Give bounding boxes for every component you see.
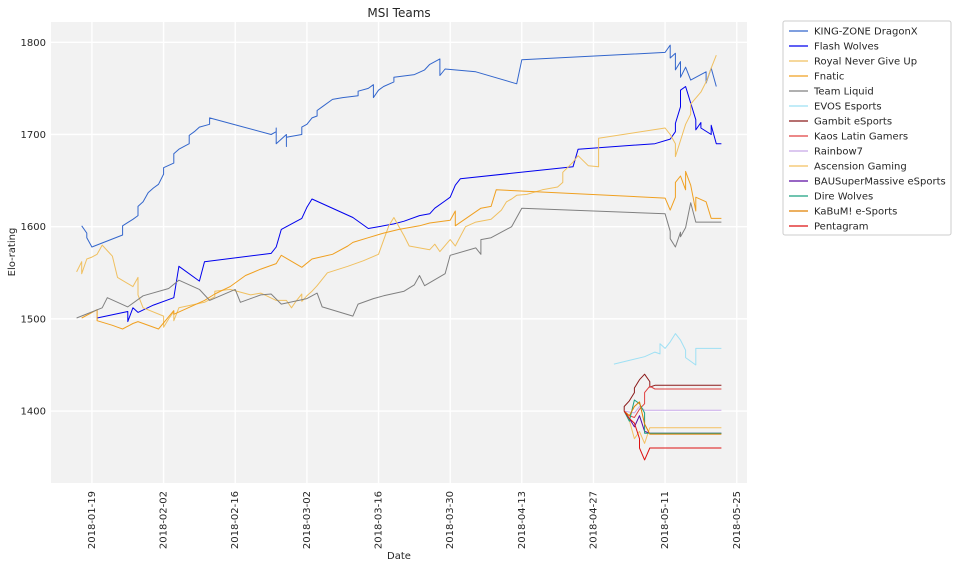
x-tick-label: 2018-04-27 (588, 491, 599, 549)
x-axis-title: Date (387, 551, 411, 562)
legend-label: Rainbow7 (814, 147, 863, 158)
grid (51, 22, 747, 483)
series-layer (76, 44, 722, 461)
series-line (81, 44, 717, 248)
y-tick-label: 1800 (21, 38, 46, 49)
x-tick-label: 2018-02-16 (230, 491, 241, 549)
y-tick-label: 1600 (21, 222, 46, 233)
x-tick-label: 2018-03-16 (374, 491, 385, 549)
series-line (96, 86, 722, 323)
y-axis-title: Elo-rating (7, 228, 18, 277)
series-line (623, 410, 722, 461)
legend-label: Flash Wolves (814, 42, 879, 53)
legend-label: KING-ZONE DragonX (814, 27, 918, 38)
x-tick-label: 2018-03-30 (445, 491, 456, 549)
series-line (623, 401, 722, 435)
legend-label: BAUSuperMassive eSports (814, 177, 946, 188)
y-tick-label: 1500 (21, 314, 46, 325)
series-line (623, 385, 722, 418)
legend-label: KaBuM! e-Sports (814, 207, 897, 218)
legend-label: Kaos Latin Gamers (814, 132, 908, 143)
y-tick-label: 1700 (21, 130, 46, 141)
legend-label: Team Liquid (813, 87, 874, 98)
legend-label: Fnatic (814, 72, 844, 83)
legend-label: Royal Never Give Up (814, 57, 917, 68)
series-line (76, 202, 722, 319)
legend-frame (782, 20, 952, 236)
legend-label: Pentagram (814, 222, 869, 233)
series-line (613, 333, 722, 366)
y-tick-label: 1400 (21, 407, 46, 418)
legend: KING-ZONE DragonX Flash Wolves Royal Never… (782, 20, 952, 236)
plot-background (51, 22, 747, 483)
chart-title: MSI Teams (367, 6, 430, 20)
series-line (81, 170, 722, 330)
series-line (623, 373, 722, 412)
x-axis-ticks: 2018-01-19 2018-02-02 2018-02-16 2018-03-02… (87, 491, 743, 549)
x-tick-label: 2018-05-11 (660, 491, 671, 549)
legend-label: Dire Wolves (814, 192, 873, 203)
legend-label: EVOS Esports (814, 102, 882, 113)
legend-label: Ascension Gaming (814, 162, 907, 173)
x-tick-label: 2018-02-02 (159, 491, 170, 549)
x-tick-label: 2018-03-02 (302, 491, 313, 549)
y-axis-ticks: 1400 1500 1600 1700 1800 (21, 38, 46, 418)
series-line (76, 55, 717, 328)
x-tick-label: 2018-01-19 (87, 491, 98, 549)
legend-label: Gambit eSports (814, 117, 892, 128)
x-tick-label: 2018-04-13 (517, 491, 528, 549)
x-tick-label: 2018-05-25 (732, 491, 743, 549)
